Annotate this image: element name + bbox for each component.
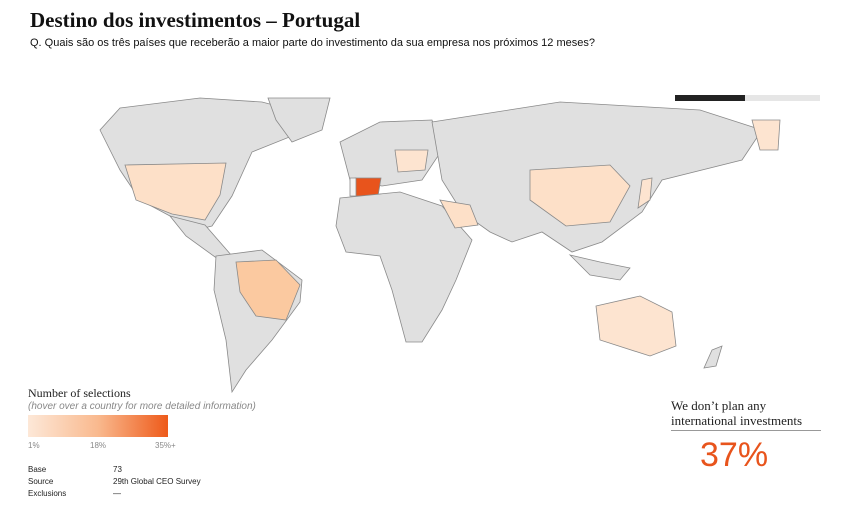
legend-label: 18% bbox=[90, 441, 107, 450]
spain[interactable] bbox=[354, 177, 382, 197]
footer-value: — bbox=[113, 489, 121, 498]
map-tab bbox=[675, 95, 745, 101]
japan[interactable] bbox=[637, 177, 653, 209]
footer-key: Exclusions bbox=[28, 489, 67, 498]
usa[interactable] bbox=[124, 162, 227, 221]
footer-row: Exclusions — bbox=[28, 489, 121, 498]
map-tab bbox=[745, 95, 820, 101]
indonesia[interactable] bbox=[568, 254, 631, 281]
legend-hint: (hover over a country for more detailed … bbox=[28, 401, 256, 412]
australia[interactable] bbox=[595, 295, 677, 357]
footer-key: Base bbox=[28, 465, 47, 474]
footer-key: Source bbox=[28, 477, 54, 486]
footer-row: Base 73 bbox=[28, 465, 122, 474]
china[interactable] bbox=[529, 164, 631, 227]
greenland[interactable] bbox=[267, 97, 331, 143]
footer-row: Source 29th Global CEO Survey bbox=[28, 477, 201, 486]
no-plan-text: We don’t plan any international investme… bbox=[671, 398, 821, 431]
footer-value: 73 bbox=[113, 465, 122, 474]
legend-title: Number of selections bbox=[28, 386, 131, 400]
africa[interactable] bbox=[335, 191, 473, 343]
no-plan-value: 37% bbox=[700, 436, 769, 474]
portugal[interactable] bbox=[349, 177, 357, 197]
new-zealand[interactable] bbox=[703, 345, 723, 369]
legend-label: 35%+ bbox=[155, 441, 176, 450]
central-europe[interactable] bbox=[394, 149, 429, 173]
question: Q. Quais são os três países que receberã… bbox=[30, 37, 595, 49]
legend-gradient bbox=[28, 415, 168, 437]
brazil[interactable] bbox=[235, 259, 301, 321]
footer-value: 29th Global CEO Survey bbox=[113, 477, 201, 486]
alaska-east[interactable] bbox=[751, 119, 781, 151]
arabia[interactable] bbox=[439, 199, 479, 229]
legend-label: 1% bbox=[28, 441, 40, 450]
title: Destino dos investimentos – Portugal bbox=[30, 8, 361, 32]
